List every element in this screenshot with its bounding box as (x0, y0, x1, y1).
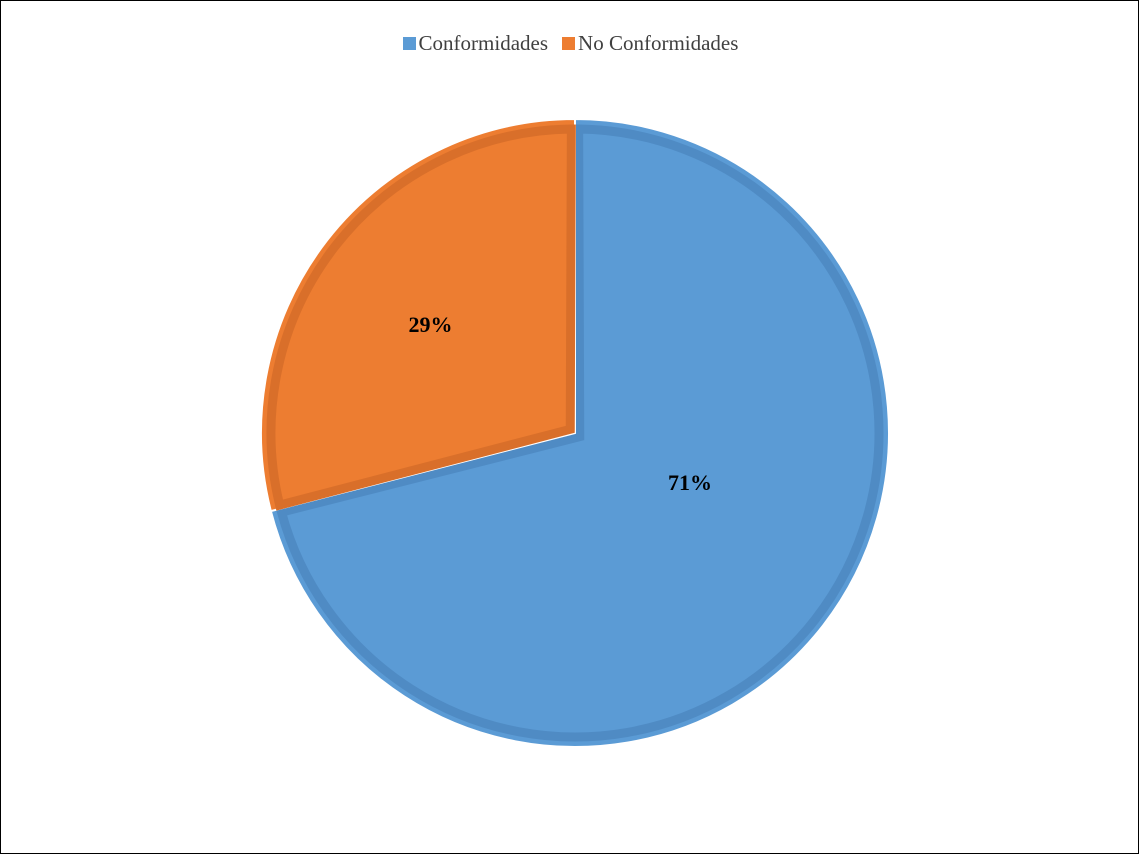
pie-label-conformidades: 71% (668, 470, 712, 495)
legend-swatch-conformidades (402, 37, 416, 50)
pie-slices (260, 117, 890, 748)
legend: Conformidades No Conformidades (1, 31, 1139, 56)
pie-slice-no-conformidades (260, 117, 576, 513)
legend-label-no-conformidades: No Conformidades (578, 31, 739, 55)
legend-swatch-no-conformidades (562, 37, 576, 50)
pie-data-labels: 71% 29% (409, 312, 712, 495)
pie-label-no-conformidades: 29% (409, 312, 453, 337)
legend-item-conformidades: Conformidades (402, 31, 549, 56)
legend-item-no-conformidades: No Conformidades (562, 31, 738, 56)
pie-slice-edge-no-conformidades (266, 124, 576, 511)
pie-slice-edge-conformidades (275, 124, 884, 742)
legend-label-conformidades: Conformidades (418, 31, 549, 55)
